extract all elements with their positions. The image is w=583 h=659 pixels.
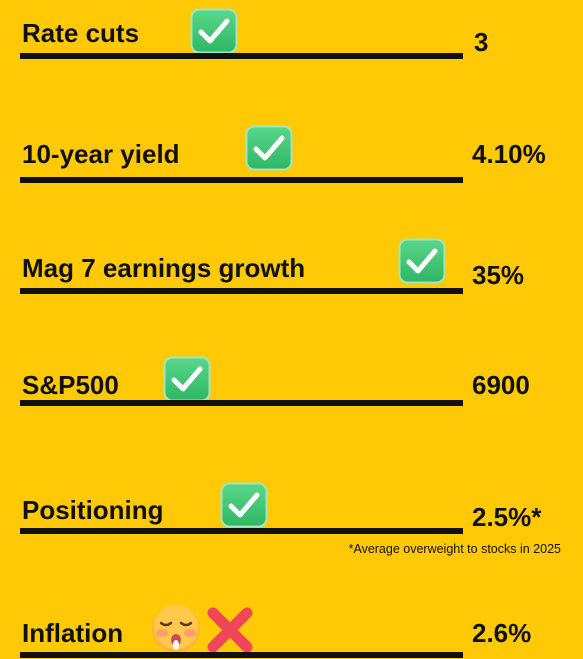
face-emoji bbox=[152, 605, 200, 653]
row-label: Rate cuts bbox=[22, 18, 140, 48]
check-icon bbox=[163, 356, 211, 402]
row-label: Mag 7 earnings growth bbox=[22, 253, 306, 283]
check-icon bbox=[398, 238, 446, 284]
underline bbox=[20, 177, 463, 183]
underline bbox=[20, 53, 463, 59]
row-label: Positioning bbox=[22, 495, 164, 525]
row-value: 6900 bbox=[472, 370, 530, 400]
check-icon bbox=[220, 482, 268, 528]
row-value: 3 bbox=[474, 27, 489, 57]
check-icon bbox=[190, 8, 238, 54]
row-value: 35% bbox=[472, 260, 525, 290]
row-value: 2.6% bbox=[472, 618, 532, 648]
check-icon bbox=[245, 125, 293, 171]
row-value: 4.10% bbox=[472, 139, 546, 169]
underline bbox=[20, 288, 463, 294]
footnote: *Average overweight to stocks in 2025 bbox=[348, 542, 561, 556]
row-label: 10-year yield bbox=[22, 139, 180, 169]
row-label: Inflation bbox=[22, 618, 124, 648]
underline bbox=[20, 528, 463, 534]
row-value: 2.5%* bbox=[472, 502, 542, 532]
row-label: S&P500 bbox=[22, 370, 119, 400]
cross-emoji bbox=[207, 607, 253, 653]
underline bbox=[20, 652, 463, 658]
underline bbox=[20, 400, 463, 406]
